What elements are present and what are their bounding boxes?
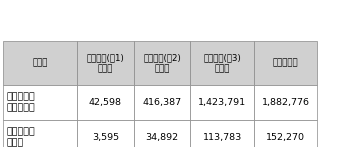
Text: 416,387: 416,387 <box>142 98 182 107</box>
Text: 34,892: 34,892 <box>145 133 179 142</box>
Text: 検査名: 検査名 <box>33 59 48 68</box>
Bar <box>134 85 190 120</box>
Bar <box>254 85 317 120</box>
Text: 42,598: 42,598 <box>89 98 122 107</box>
Bar <box>77 120 134 147</box>
Bar <box>77 41 134 85</box>
Bar <box>254 41 317 85</box>
Bar <box>134 41 190 85</box>
Bar <box>254 120 317 147</box>
Text: 臨時認知機
能検査: 臨時認知機 能検査 <box>6 127 35 147</box>
Text: 152,270: 152,270 <box>266 133 305 142</box>
Bar <box>190 85 254 120</box>
Text: 第３分類(注3)
（人）: 第３分類(注3) （人） <box>203 53 241 73</box>
Bar <box>77 85 134 120</box>
Text: 1,882,776: 1,882,776 <box>262 98 309 107</box>
Bar <box>134 120 190 147</box>
Bar <box>3 120 77 147</box>
Bar <box>190 120 254 147</box>
Bar <box>190 41 254 85</box>
Text: 3,595: 3,595 <box>92 133 119 142</box>
Text: 更新時の認
知機能検査: 更新時の認 知機能検査 <box>6 92 35 113</box>
Bar <box>3 85 77 120</box>
Text: 第１分類(注1)
（人）: 第１分類(注1) （人） <box>86 53 125 73</box>
Text: 第２分類(注2)
（人）: 第２分類(注2) （人） <box>143 53 181 73</box>
Text: 合計（人）: 合計（人） <box>273 59 298 68</box>
Bar <box>3 41 77 85</box>
Text: 113,783: 113,783 <box>202 133 242 142</box>
Text: 1,423,791: 1,423,791 <box>198 98 246 107</box>
